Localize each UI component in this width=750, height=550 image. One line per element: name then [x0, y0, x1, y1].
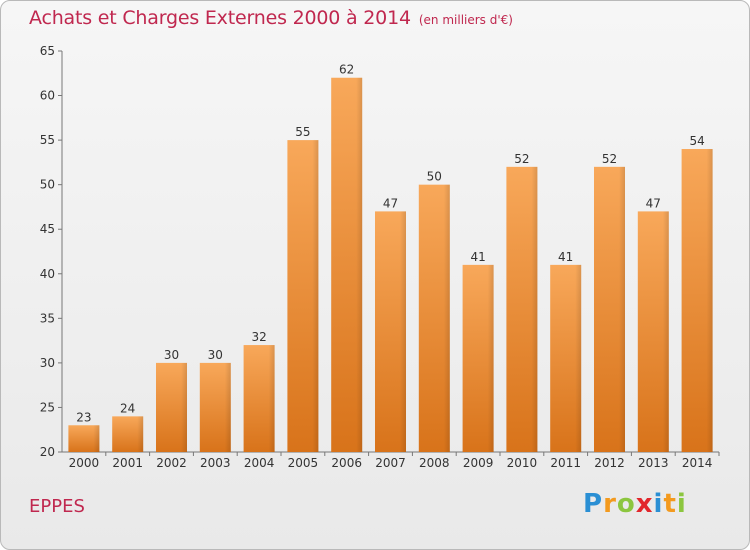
commune-name: EPPES	[29, 496, 85, 517]
chart-subtitle: (en milliers d'€)	[418, 13, 513, 27]
bar-shade	[137, 416, 144, 452]
x-tick-label: 2012	[594, 456, 625, 470]
brand-letter: x	[635, 489, 654, 519]
bar-shade	[619, 166, 625, 452]
bar-shade	[268, 345, 275, 452]
bars	[68, 77, 713, 452]
brand-letter: t	[663, 489, 677, 519]
bar-value-label: 54	[689, 134, 704, 148]
bar-value-label: 55	[295, 125, 310, 139]
bar-shade	[443, 184, 450, 452]
bar-shade	[181, 362, 187, 452]
y-tick-label: 55	[40, 133, 55, 147]
bar-shade	[93, 425, 100, 452]
bar-value-label: 41	[470, 250, 485, 264]
x-tick-label: 2005	[288, 456, 319, 470]
bar-value-label: 52	[514, 152, 529, 166]
x-tick-label: 2013	[638, 456, 669, 470]
y-tick-label: 65	[40, 44, 55, 58]
bar-value-label: 30	[208, 348, 223, 362]
bar-shade	[224, 362, 231, 452]
x-tick-label: 2006	[331, 456, 362, 470]
bar-shade	[400, 211, 406, 452]
bar-shade	[312, 140, 319, 452]
x-tick-label: 2014	[682, 456, 713, 470]
bar-shade	[487, 264, 494, 452]
x-tick-label: 2008	[419, 456, 450, 470]
brand-letter: i	[653, 489, 664, 519]
x-tick-label: 2009	[463, 456, 494, 470]
y-tick-label: 40	[40, 267, 55, 281]
bar-value-label: 52	[602, 152, 617, 166]
x-tick-label: 2007	[375, 456, 406, 470]
chart-title-text: Achats et Charges Externes 2000 à 2014	[29, 7, 411, 29]
x-tick-label: 2004	[244, 456, 275, 470]
brand-letter: P	[583, 489, 604, 519]
bar-shade	[662, 211, 669, 452]
brand-letter: i	[676, 489, 687, 519]
chart-title: Achats et Charges Externes 2000 à 2014 (e…	[29, 7, 513, 29]
bar-value-label: 24	[120, 401, 135, 415]
x-tick-label: 2000	[69, 456, 100, 470]
bar-value-label: 32	[251, 330, 266, 344]
y-tick-label: 45	[40, 222, 55, 236]
y-tick-label: 25	[40, 400, 55, 414]
brand-letter: r	[603, 489, 617, 519]
proxiti-logo: Proxiti	[583, 489, 687, 519]
x-tick-label: 2001	[112, 456, 143, 470]
bar-value-label: 62	[339, 63, 354, 77]
bar-shade	[531, 166, 538, 452]
bar-shade	[356, 77, 363, 452]
x-tick-label: 2010	[507, 456, 538, 470]
y-tick-label: 35	[40, 311, 55, 325]
x-tick-label: 2002	[156, 456, 187, 470]
bar-value-label: 47	[383, 196, 398, 210]
bar-value-label: 47	[646, 196, 661, 210]
y-tick-label: 20	[40, 445, 55, 459]
y-tick-label: 50	[40, 178, 55, 192]
labels: 2000 23 2001 24 2002 30 2003 30 2004 32 2005 55 2006…	[69, 63, 713, 470]
bar-value-label: 30	[164, 348, 179, 362]
y-tick-label: 30	[40, 356, 55, 370]
x-tick-label: 2003	[200, 456, 231, 470]
brand-letter: o	[616, 489, 636, 519]
y-tick-label: 60	[40, 89, 55, 103]
bar-value-label: 41	[558, 250, 573, 264]
x-tick-label: 2011	[550, 456, 581, 470]
bar-shade	[706, 149, 713, 452]
bar-shade	[575, 264, 582, 452]
bar-value-label: 50	[427, 170, 442, 184]
bar-value-label: 23	[76, 410, 91, 424]
